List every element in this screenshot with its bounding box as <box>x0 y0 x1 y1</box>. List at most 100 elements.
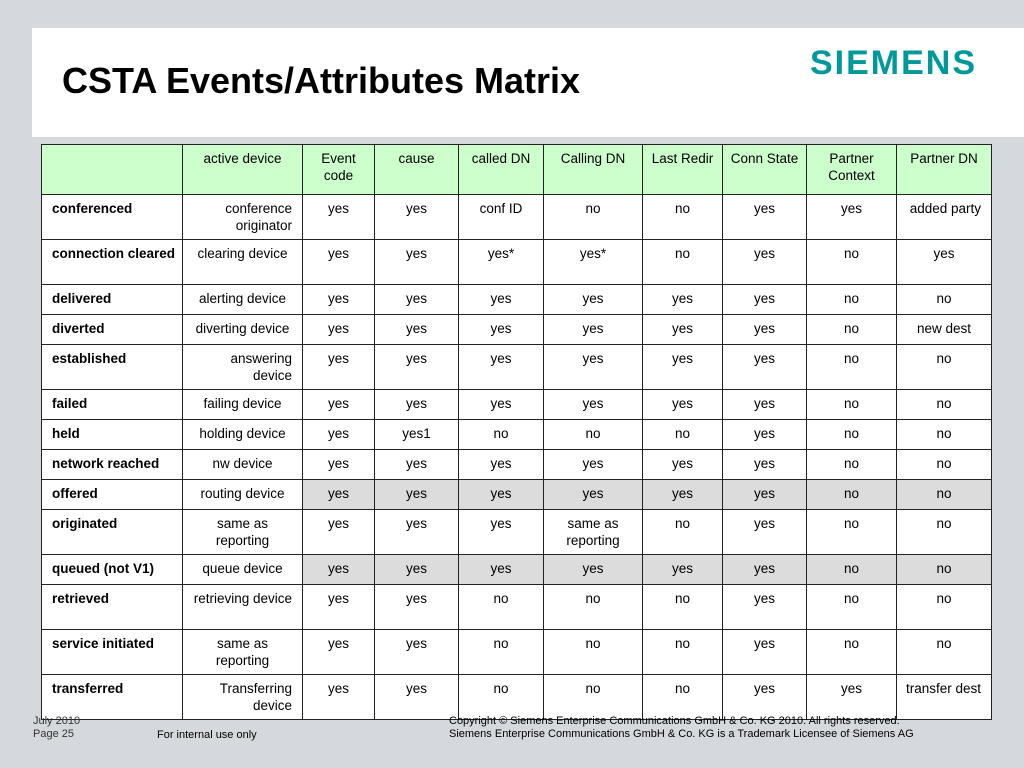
table-cell: conf ID <box>458 194 544 240</box>
table-cell: yes <box>458 284 544 315</box>
table-cell: new dest <box>896 314 992 345</box>
table-cell: yes <box>374 479 459 510</box>
table-cell: yes <box>458 554 544 585</box>
row-label: conferenced <box>41 194 183 240</box>
table-row: offered routing device yes yes yes yes yes yes n… <box>41 479 992 510</box>
row-label: originated <box>41 509 183 555</box>
table-cell: no <box>543 674 643 720</box>
table-cell: yes <box>543 389 643 420</box>
table-cell: no <box>642 629 723 675</box>
table-cell: yes <box>642 314 723 345</box>
footer-copyright: Copyright © Siemens Enterprise Communica… <box>449 715 900 727</box>
table-cell: yes <box>642 284 723 315</box>
table-cell: yes <box>374 584 459 630</box>
table-cell: yes <box>458 344 544 390</box>
table-cell: no <box>458 629 544 675</box>
table-cell: yes <box>543 284 643 315</box>
table-cell: yes <box>543 344 643 390</box>
row-label: established <box>41 344 183 390</box>
table-cell: no <box>896 419 992 450</box>
table-cell: no <box>806 479 897 510</box>
table-row: connection cleared clearing device yes yes y… <box>41 239 992 285</box>
table-cell: no <box>642 584 723 630</box>
table-cell: yes <box>458 389 544 420</box>
row-label: diverted <box>41 314 183 345</box>
table-header-row: active device Event code cause called DN… <box>41 144 992 195</box>
row-label: connection cleared <box>41 239 183 285</box>
table-cell: no <box>642 419 723 450</box>
table-cell: yes <box>722 509 807 555</box>
table-cell: yes <box>374 389 459 420</box>
row-label: transferred <box>41 674 183 720</box>
table-cell: no <box>806 509 897 555</box>
table-cell: yes <box>374 314 459 345</box>
table-cell: yes <box>374 629 459 675</box>
footer-page: Page 25 <box>33 728 74 740</box>
table-cell: no <box>806 419 897 450</box>
table-cell: yes <box>302 554 375 585</box>
table-cell: no <box>806 584 897 630</box>
table-cell: yes <box>458 479 544 510</box>
table-cell: routing device <box>182 479 303 510</box>
table-cell: no <box>806 554 897 585</box>
table-cell: yes <box>722 194 807 240</box>
table-cell: yes <box>722 674 807 720</box>
table-cell: Transferring device <box>182 674 303 720</box>
table-cell: transfer dest <box>896 674 992 720</box>
table-cell: failing device <box>182 389 303 420</box>
table-cell: no <box>806 284 897 315</box>
row-label: failed <box>41 389 183 420</box>
table-cell: yes1 <box>374 419 459 450</box>
table-cell: yes <box>543 449 643 480</box>
column-header: Event code <box>302 144 375 195</box>
row-label: queued (not V1) <box>41 554 183 585</box>
table-cell: yes <box>642 344 723 390</box>
table-cell: yes <box>302 344 375 390</box>
table-cell: no <box>896 479 992 510</box>
table-cell: answering device <box>182 344 303 390</box>
table-cell: yes <box>642 479 723 510</box>
table-cell: same as reporting <box>182 629 303 675</box>
table-row: failed failing device yes yes yes yes yes yes no… <box>41 389 992 420</box>
table-cell: nw device <box>182 449 303 480</box>
column-header: Partner Context <box>806 144 897 195</box>
table-cell: queue device <box>182 554 303 585</box>
table-cell: no <box>642 194 723 240</box>
table-cell: yes <box>642 554 723 585</box>
row-label: delivered <box>41 284 183 315</box>
table-cell: no <box>896 584 992 630</box>
table-cell: yes <box>302 284 375 315</box>
table-cell: holding device <box>182 419 303 450</box>
table-cell: diverting device <box>182 314 303 345</box>
table-cell: yes <box>543 314 643 345</box>
table-cell: yes <box>302 449 375 480</box>
table-cell: no <box>806 344 897 390</box>
table-cell: yes <box>806 194 897 240</box>
column-header: called DN <box>458 144 544 195</box>
table-cell: yes* <box>543 239 643 285</box>
row-label: network reached <box>41 449 183 480</box>
table-cell: yes <box>374 449 459 480</box>
table-cell: same as reporting <box>543 509 643 555</box>
table-row: service initiated same as reporting yes yes… <box>41 629 992 675</box>
table-cell: no <box>458 584 544 630</box>
table-cell: yes <box>642 389 723 420</box>
table-cell: yes <box>896 239 992 285</box>
table-cell: no <box>458 674 544 720</box>
table-cell: yes <box>302 584 375 630</box>
table-cell: no <box>458 419 544 450</box>
table-cell: no <box>896 344 992 390</box>
table-cell: yes <box>458 449 544 480</box>
table-row: diverted diverting device yes yes yes yes yes y… <box>41 314 992 345</box>
column-header: Conn State <box>722 144 807 195</box>
table-cell: no <box>896 449 992 480</box>
footer-date-page: July 2010 Page 25 <box>33 715 80 741</box>
table-cell: yes <box>302 479 375 510</box>
table-cell: yes <box>302 509 375 555</box>
table-cell: yes <box>543 554 643 585</box>
table-cell: yes <box>302 239 375 285</box>
column-header: Calling DN <box>543 144 643 195</box>
table-cell: yes <box>722 584 807 630</box>
table-cell: yes <box>302 389 375 420</box>
column-header: active device <box>182 144 303 195</box>
